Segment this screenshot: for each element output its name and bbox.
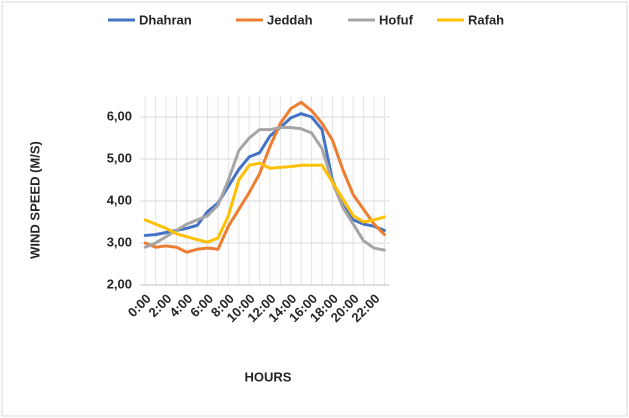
series-line: [143, 126, 386, 252]
legend-label: Jeddah: [267, 12, 313, 27]
x-axis-title: HOURS: [245, 369, 292, 384]
legend-label: Hofuf: [379, 12, 414, 27]
legend-label: Rafah: [468, 12, 504, 27]
y-tick-label: 6,00: [107, 108, 132, 123]
y-tick-label: 5,00: [107, 150, 132, 165]
series-line: [143, 100, 386, 254]
y-axis-title: WIND SPEED (M/S): [27, 141, 42, 259]
y-tick-label: 2,00: [107, 276, 132, 291]
legend-label: Dhahran: [139, 12, 192, 27]
y-tick-label: 3,00: [107, 234, 132, 249]
series-line: [143, 161, 386, 244]
y-tick-label: 4,00: [107, 192, 132, 207]
